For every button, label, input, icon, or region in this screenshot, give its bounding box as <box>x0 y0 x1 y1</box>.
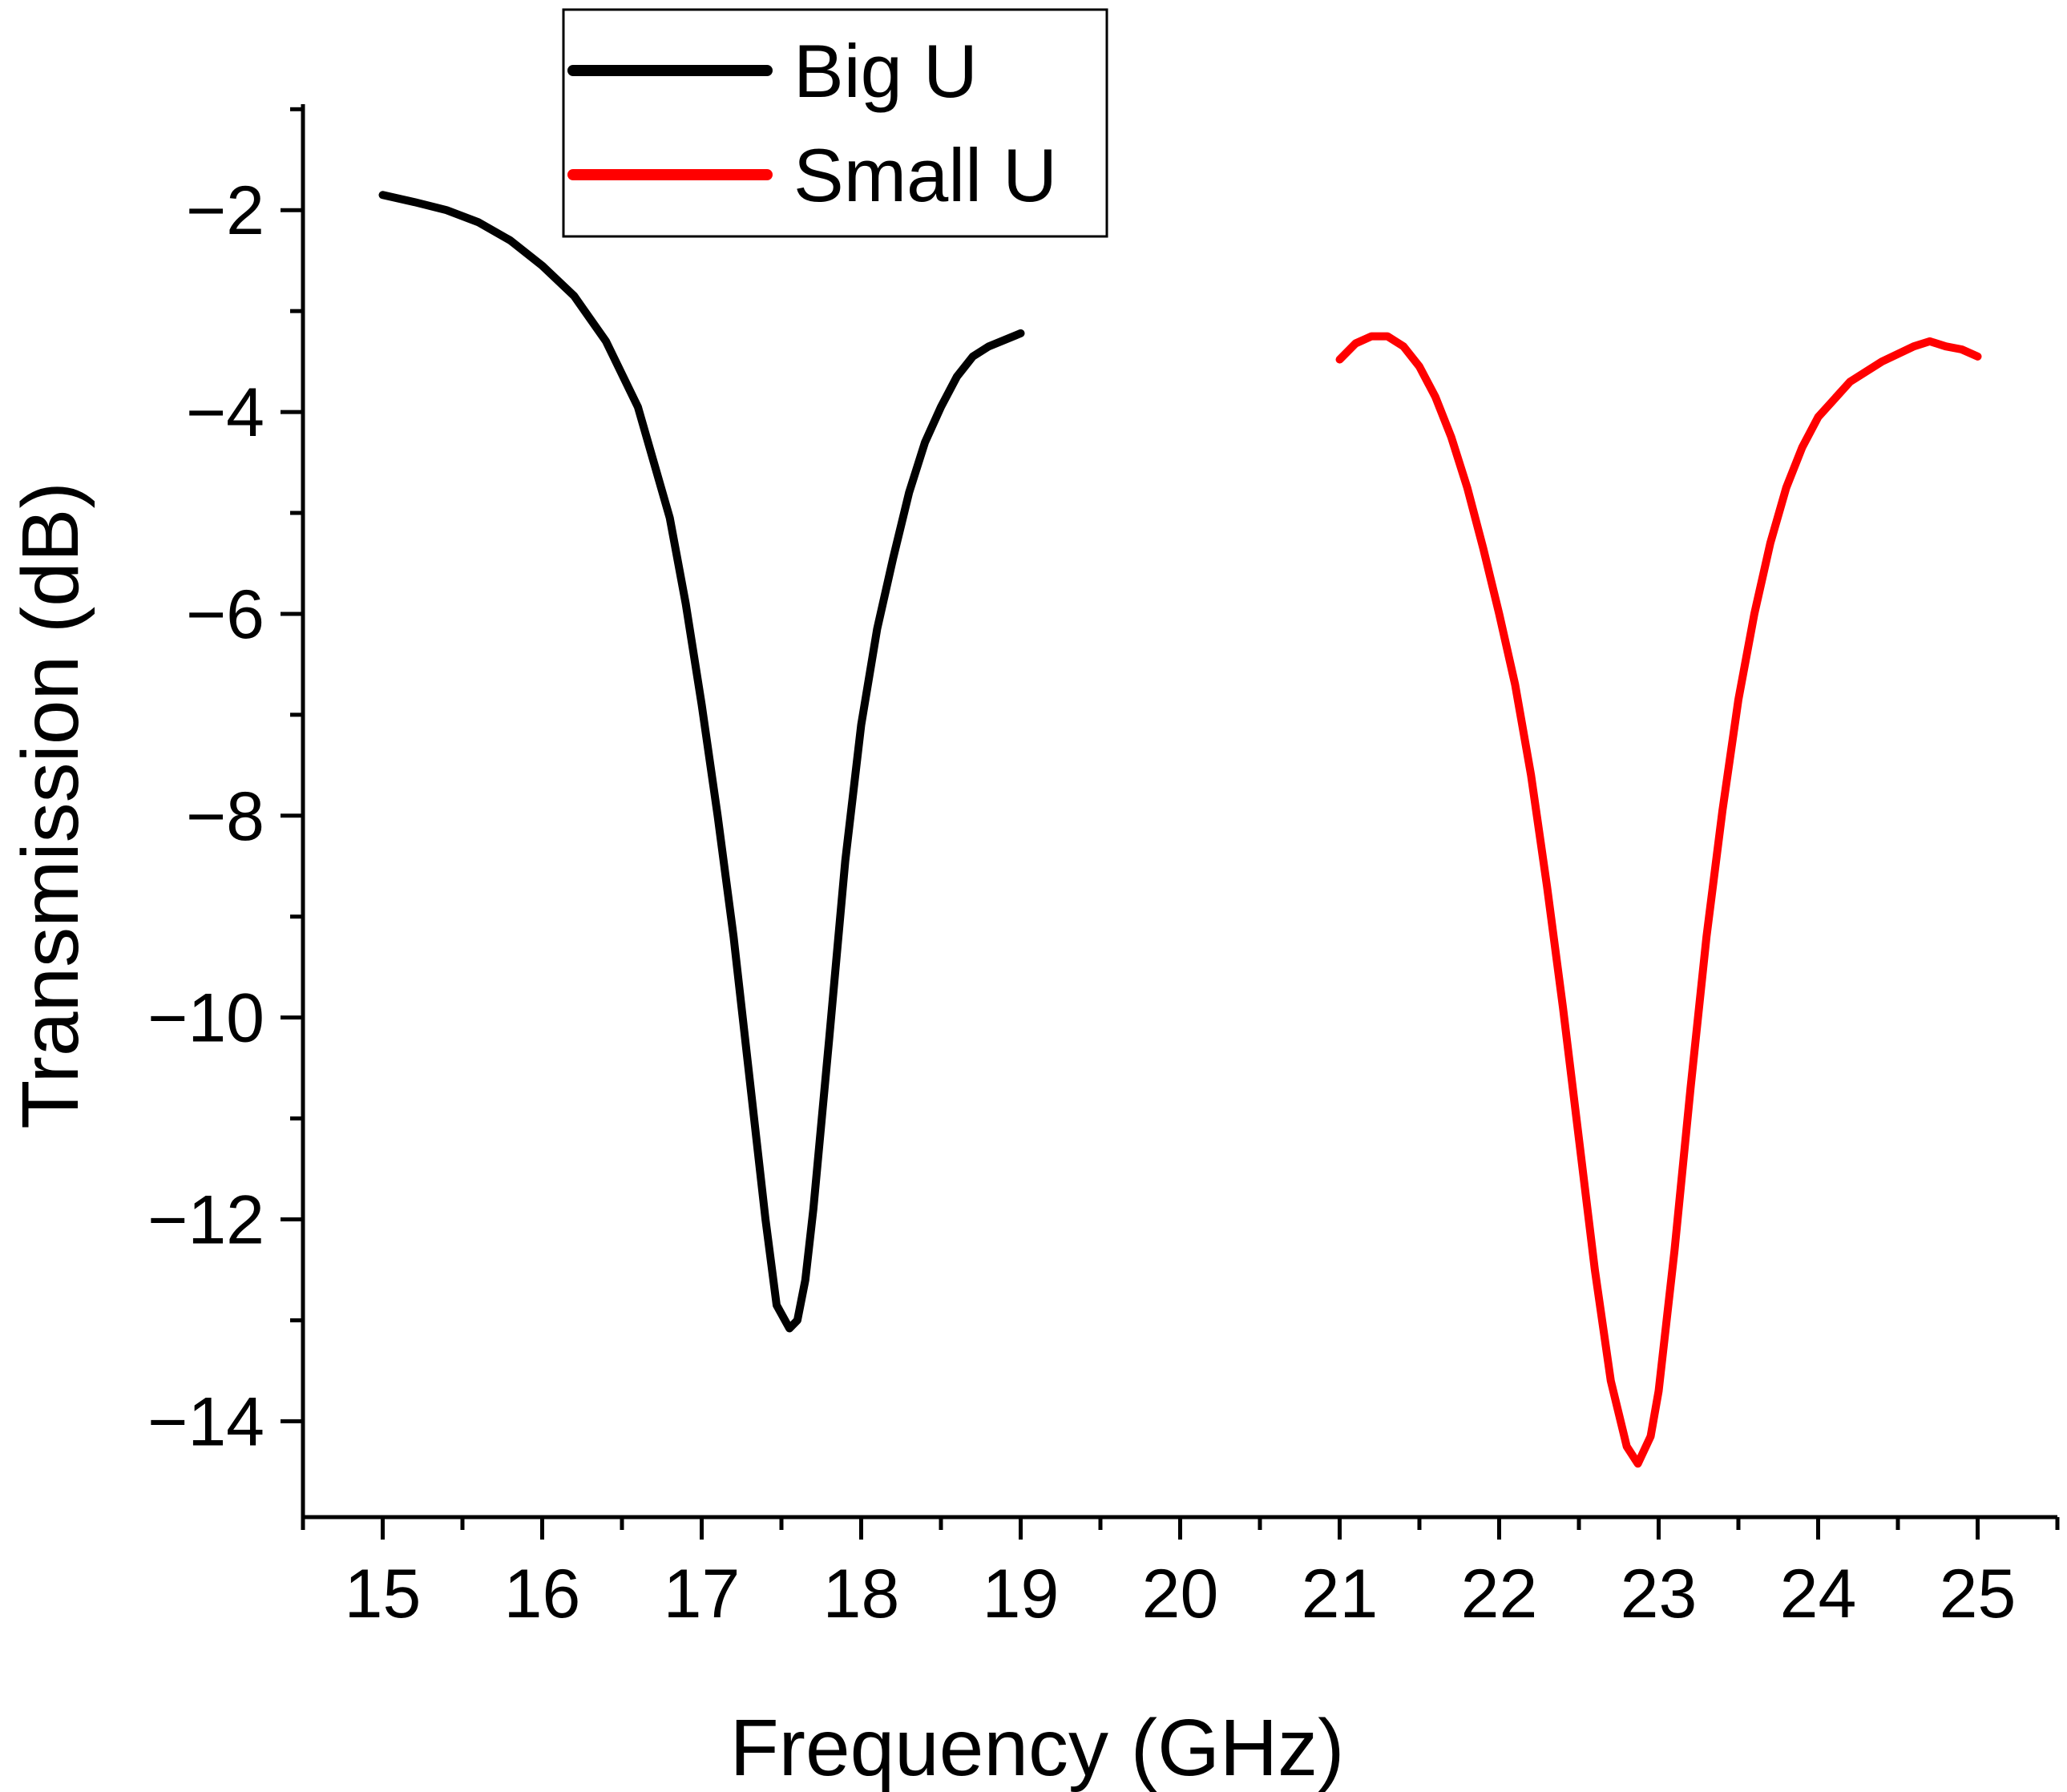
x-tick-label: 23 <box>1621 1556 1698 1633</box>
y-axis-title: Transmission (dB) <box>6 482 95 1129</box>
x-tick-label: 20 <box>1142 1556 1219 1633</box>
plot-area: 15 16 17 18 19 20 21 22 23 24 25 −2 −4 −6 −8 −10 −12 −14 <box>147 104 2060 1633</box>
series-line-small-u <box>1335 332 1982 1468</box>
series-line-big-u <box>378 191 1025 1333</box>
legend-box <box>562 8 1108 238</box>
x-tick-label: 15 <box>345 1556 422 1633</box>
x-axis-title: Frequency (GHz) <box>730 1703 1345 1792</box>
legend: Big U Small U <box>562 8 1108 238</box>
y-tick-label: −12 <box>147 1182 264 1259</box>
x-tick-label: 18 <box>823 1556 900 1633</box>
y-tick-label: −14 <box>147 1383 264 1460</box>
x-tick-label: 19 <box>983 1556 1060 1633</box>
y-tick-label: −4 <box>186 374 264 451</box>
x-tick-label: 16 <box>504 1556 581 1633</box>
y-tick-label: −6 <box>186 576 264 653</box>
series-group <box>378 191 1982 1468</box>
y-tick-label: −2 <box>186 172 264 249</box>
legend-label-big-u: Big U <box>793 29 978 113</box>
x-tick-label: 25 <box>1940 1556 2017 1633</box>
x-axis-ticks: 15 16 17 18 19 20 21 22 23 24 25 <box>301 1517 2060 1633</box>
x-tick-label: 21 <box>1302 1556 1379 1633</box>
y-tick-label: −8 <box>186 778 264 855</box>
y-axis-ticks: −2 −4 −6 −8 −10 −12 −14 <box>147 107 303 1460</box>
x-tick-label: 22 <box>1461 1556 1538 1633</box>
x-tick-label: 17 <box>664 1556 741 1633</box>
y-tick-label: −10 <box>147 980 264 1057</box>
legend-label-small-u: Small U <box>793 133 1057 217</box>
x-tick-label: 24 <box>1780 1556 1857 1633</box>
